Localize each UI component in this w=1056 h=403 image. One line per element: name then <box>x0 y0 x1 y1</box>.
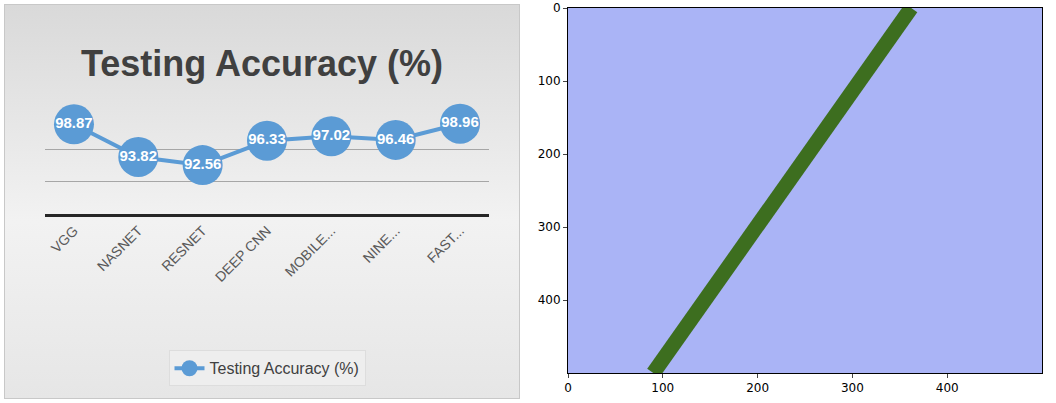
svg-text:93.82: 93.82 <box>120 147 158 164</box>
svg-text:NINE...: NINE... <box>360 223 403 266</box>
svg-text:200: 200 <box>538 147 561 161</box>
svg-text:RESNET: RESNET <box>158 222 210 274</box>
svg-text:NASNET: NASNET <box>94 222 146 274</box>
svg-text:100: 100 <box>538 74 561 88</box>
svg-text:200: 200 <box>746 381 769 395</box>
svg-text:400: 400 <box>538 293 561 307</box>
svg-text:98.96: 98.96 <box>441 113 479 130</box>
svg-text:Testing Accuracy (%): Testing Accuracy (%) <box>210 360 359 377</box>
svg-text:400: 400 <box>936 381 959 395</box>
svg-text:92.56: 92.56 <box>184 155 222 172</box>
svg-text:VGG: VGG <box>48 223 81 256</box>
svg-text:0: 0 <box>553 1 561 15</box>
svg-text:300: 300 <box>538 220 561 234</box>
svg-text:96.46: 96.46 <box>377 130 415 147</box>
svg-text:96.33: 96.33 <box>248 130 286 147</box>
svg-text:300: 300 <box>841 381 864 395</box>
svg-text:MOBILE...: MOBILE... <box>281 223 338 280</box>
svg-text:100: 100 <box>651 381 674 395</box>
svg-text:97.02: 97.02 <box>313 126 351 143</box>
svg-text:Testing Accuracy (%): Testing Accuracy (%) <box>81 43 443 84</box>
svg-text:DEEP CNN: DEEP CNN <box>212 223 274 285</box>
svg-text:98.87: 98.87 <box>55 114 93 131</box>
svg-text:0: 0 <box>564 381 572 395</box>
svg-text:FAST...: FAST... <box>424 223 467 266</box>
